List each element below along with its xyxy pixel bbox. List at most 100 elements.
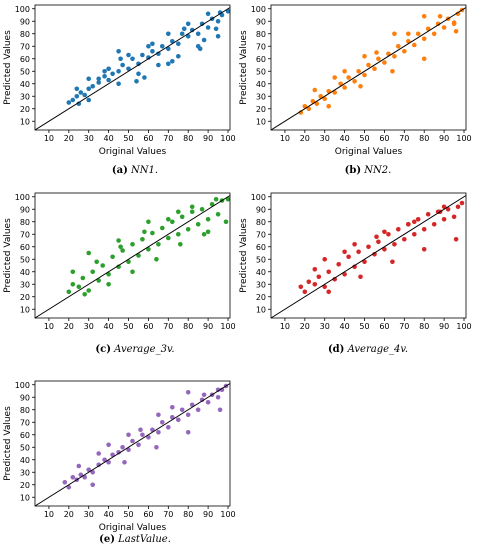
data-point xyxy=(136,61,141,67)
data-point xyxy=(76,284,82,290)
data-point xyxy=(106,66,111,72)
data-point xyxy=(421,247,427,252)
data-point xyxy=(130,438,135,444)
data-point xyxy=(225,9,231,14)
y-tick-label: 100 xyxy=(251,5,266,14)
data-point xyxy=(425,212,431,217)
x-tick-label: 30 xyxy=(84,134,94,143)
data-point xyxy=(435,21,441,27)
data-point xyxy=(150,41,155,47)
data-point xyxy=(195,31,201,37)
data-point xyxy=(326,104,332,109)
data-point xyxy=(215,395,221,400)
y-tick-label: 10 xyxy=(20,305,30,314)
data-point xyxy=(146,55,151,60)
data-point xyxy=(453,237,459,242)
y-tick-label: 70 xyxy=(256,230,266,239)
data-point xyxy=(70,282,76,287)
x-tick-label: 70 xyxy=(399,322,409,331)
y-tick-label: 40 xyxy=(20,80,30,89)
data-point xyxy=(219,387,225,393)
data-point xyxy=(358,274,363,280)
data-point xyxy=(66,485,72,490)
data-point xyxy=(332,75,338,80)
data-point xyxy=(116,81,121,87)
x-tick-label: 10 xyxy=(280,134,290,143)
data-point xyxy=(459,200,465,206)
caption-label: (c) xyxy=(95,344,111,355)
x-tick-label: 20 xyxy=(300,134,310,143)
data-point xyxy=(201,37,207,43)
data-point xyxy=(178,242,183,247)
x-tick-label: 20 xyxy=(64,134,74,143)
data-point xyxy=(86,250,91,256)
x-tick-label: 10 xyxy=(44,322,54,331)
data-point xyxy=(126,447,131,453)
data-point xyxy=(332,90,338,95)
y-tick-label: 90 xyxy=(256,17,266,26)
data-point xyxy=(102,69,107,74)
y-tick-label: 30 xyxy=(20,468,30,477)
data-point xyxy=(154,445,159,450)
y-tick-label: 40 xyxy=(256,268,266,277)
data-point xyxy=(138,427,143,433)
data-point xyxy=(374,50,379,55)
y-tick-label: 10 xyxy=(20,117,30,126)
data-point xyxy=(356,69,361,74)
data-point xyxy=(96,76,101,82)
x-tick-label: 70 xyxy=(163,134,173,143)
data-point xyxy=(312,282,318,287)
data-point xyxy=(130,269,135,275)
data-point xyxy=(176,209,181,215)
x-tick-label: 30 xyxy=(320,134,330,143)
y-tick-label: 70 xyxy=(20,42,30,51)
y-tick-label: 30 xyxy=(256,92,266,101)
data-point xyxy=(110,71,115,77)
data-point xyxy=(372,66,377,72)
data-point xyxy=(86,76,91,82)
data-point xyxy=(86,97,91,103)
caption-b: (b) NN2. xyxy=(268,165,468,176)
x-tick-label: 20 xyxy=(300,322,310,331)
data-point xyxy=(154,257,159,262)
data-point xyxy=(140,432,145,438)
data-point xyxy=(217,407,223,413)
data-point xyxy=(116,450,121,455)
y-tick-label: 20 xyxy=(20,105,30,114)
data-point xyxy=(205,25,211,30)
data-point xyxy=(312,87,318,93)
y-tick-label: 40 xyxy=(20,456,30,465)
y-axis-label: Predicted Values xyxy=(3,218,13,293)
data-point xyxy=(160,44,165,49)
data-point xyxy=(199,207,205,212)
x-tick-label: 40 xyxy=(104,510,114,519)
caption-label: (b) xyxy=(344,165,362,176)
data-point xyxy=(441,217,447,222)
data-point xyxy=(126,259,131,265)
y-tick-label: 60 xyxy=(20,55,30,64)
data-point xyxy=(406,222,411,227)
y-tick-label: 10 xyxy=(20,493,30,502)
data-point xyxy=(150,230,155,236)
x-tick-label: 90 xyxy=(203,510,213,519)
data-point xyxy=(412,42,417,48)
data-point xyxy=(102,457,107,463)
data-point xyxy=(156,430,161,435)
data-point xyxy=(201,392,207,398)
data-point xyxy=(213,197,219,202)
data-point xyxy=(455,204,461,210)
y-tick-label: 30 xyxy=(20,92,30,101)
data-point xyxy=(402,49,407,54)
data-point xyxy=(366,62,371,68)
data-point xyxy=(314,101,320,107)
data-point xyxy=(342,69,347,74)
x-tick-label: 90 xyxy=(439,322,449,331)
data-point xyxy=(185,412,191,418)
y-tick-label: 20 xyxy=(20,293,30,302)
data-point xyxy=(90,470,95,475)
data-point xyxy=(166,425,171,430)
y-tick-label: 50 xyxy=(256,67,266,76)
data-point xyxy=(390,69,395,74)
data-point xyxy=(166,31,171,37)
data-point xyxy=(106,272,111,277)
